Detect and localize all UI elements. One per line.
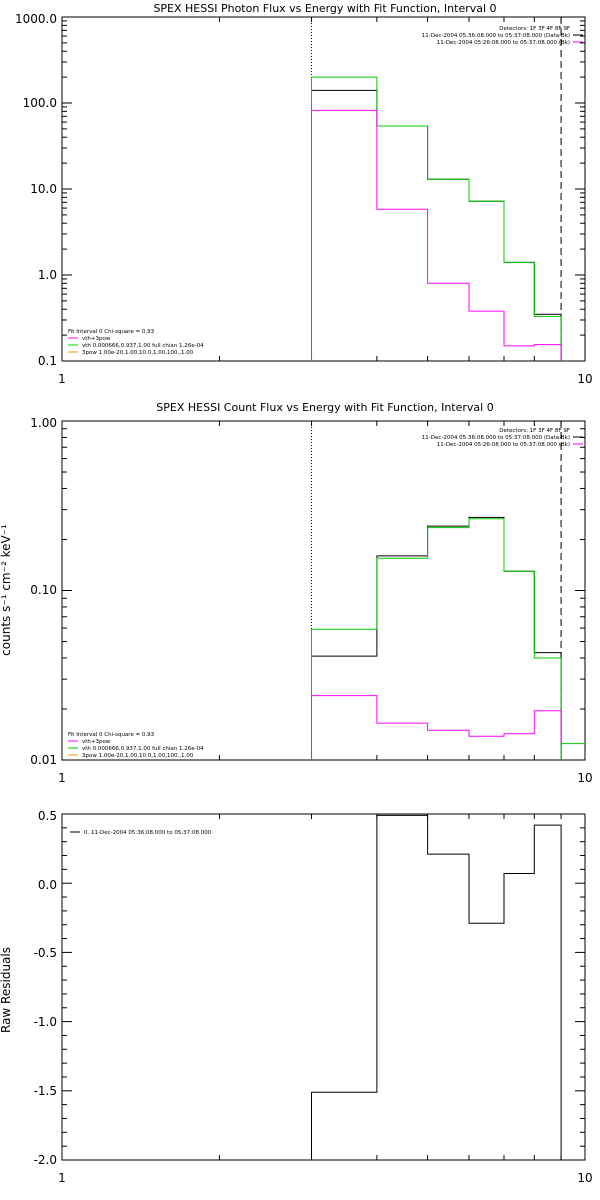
legend-residual-interval: 0. 11-Dec-2004 05:36:08.000 to 05:37:08.… [84,830,212,836]
legend-bk-interval: 11-Dec-2004 05:26:08.000 to 05:37:08.000… [437,40,570,46]
legend-data-interval: 11-Dec-2004 05:36:08.000 to 05:37:08.000… [422,435,570,441]
y-tick-label: 0.10 [30,583,57,597]
photon-flux-panel: SPEX HESSI Photon Flux vs Energy with Fi… [15,2,593,386]
residuals-panel: Raw Residuals -2.0 -1.5 -1.0 -0.5 0.0 0.… [0,809,593,1185]
y-tick-label: -0.5 [34,946,57,960]
y-tick-label: 1.00 [30,416,57,430]
legend-3pow-params: 3pow 1.00e-20,1.00,10.0,1.00,100.,1.00 [82,753,194,759]
y-tick-label: -1.0 [34,1015,57,1029]
y-tick-label: 0.5 [38,809,57,823]
legend-detectors: Detectors: 1F 3F 4F 8F 9F [499,428,570,434]
plot-frame [61,813,586,1161]
x-tick-label: 10 [577,1171,592,1185]
histogram-series [311,814,562,1160]
legend-data-interval: 11-Dec-2004 05:36:08.000 to 05:37:08.000… [422,33,570,39]
y-tick-label: -1.5 [34,1084,57,1098]
histogram-series [311,109,562,361]
histogram-series [311,76,562,361]
legend-fit-interval: Fit Interval 0 Chi-square = 0.93 [68,329,155,335]
x-tick-label: 1 [58,372,66,386]
histogram-series [311,695,562,760]
y-tick-label: 10.0 [30,182,57,196]
y-axis-label: Raw Residuals [0,947,13,1033]
histogram-series-extra-bin [560,743,585,760]
legend-vth-params: vth 0.000666,0.937,1.00 full chian 1.26e… [82,343,204,349]
y-tick-label: 100.0 [23,96,57,110]
panel-title: SPEX HESSI Photon Flux vs Energy with Fi… [153,2,496,15]
y-tick-label: 1000.0 [15,12,57,26]
y-axis-label: counts s⁻¹ cm⁻² keV⁻¹ [0,524,13,656]
legend-3pow-params: 3pow 1.00e-20,1.00,10.0,1.00,100.,1.00 [82,350,194,356]
y-tick-label: -2.0 [34,1153,57,1167]
x-tick-label: 1 [58,771,66,785]
legend-vth-params: vth 0.000666,0.937,1.00 full chian 1.26e… [82,746,204,752]
y-tick-label: 1.0 [38,268,57,282]
legend-bk-interval: 11-Dec-2004 05:26:08.000 to 05:37:08.000… [437,442,570,448]
panel-title: SPEX HESSI Count Flux vs Energy with Fit… [156,401,493,414]
x-tick-label: 1 [58,1171,66,1185]
histogram-series [311,518,562,760]
legend-detectors: Detectors: 1F 3F 4F 8F 9F [499,26,570,32]
y-tick-label: 0.01 [30,753,57,767]
legend-model: vth+3pow [82,336,111,342]
y-tick-label: 0.0 [38,878,57,892]
y-tick-label: 0.1 [38,354,57,368]
plot-frame [61,16,586,362]
histogram-series [311,516,562,760]
count-flux-panel: SPEX HESSI Count Flux vs Energy with Fit… [0,401,593,785]
x-tick-label: 10 [577,771,592,785]
plot-frame [61,420,586,761]
legend-model: vth+3pow [82,739,111,745]
x-tick-label: 10 [577,372,592,386]
legend-fit-interval: Fit Interval 0 Chi-square = 0.93 [68,732,155,738]
histogram-series [311,89,562,361]
